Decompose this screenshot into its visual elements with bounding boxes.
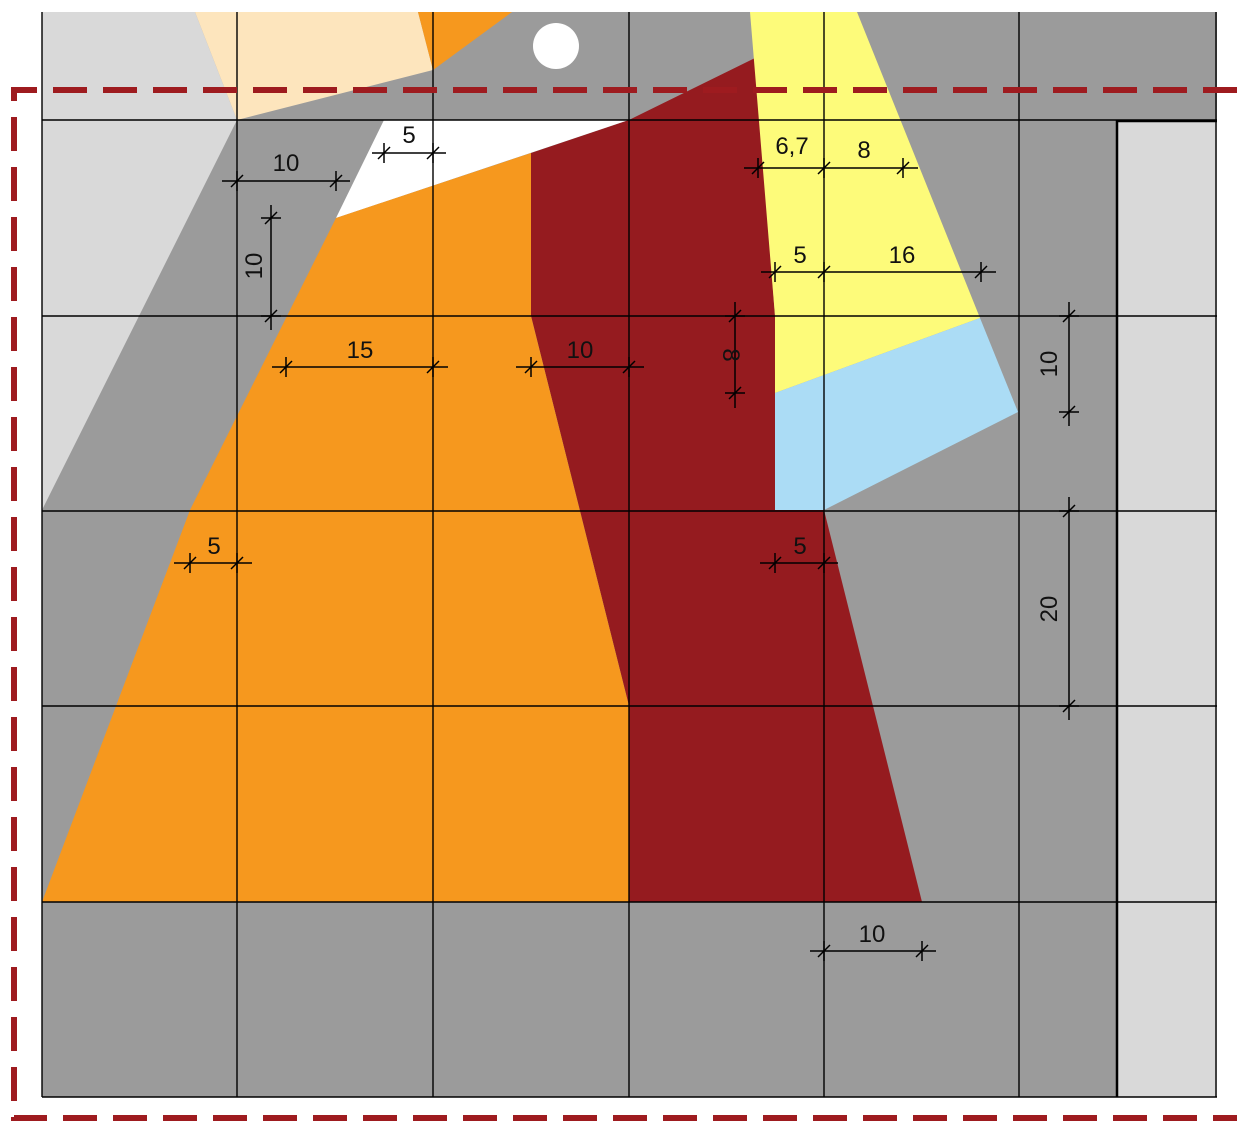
dimension-vertical-10-left: 10 <box>241 205 281 330</box>
dimension-top-5: 5 <box>372 122 446 163</box>
dimension-label: 5 <box>207 533 220 560</box>
dimension-5-and-16: 5 16 <box>761 242 996 282</box>
circle-marker <box>533 23 579 69</box>
dimension-label: 20 <box>1036 596 1063 623</box>
dimension-label: 5 <box>793 242 806 269</box>
dimension-label: 16 <box>889 242 916 269</box>
dimension-label: 10 <box>1036 351 1063 378</box>
light-gray-region <box>42 12 237 510</box>
dimension-6-7-and-8: 6,7 8 <box>744 133 918 178</box>
yellow-region <box>750 12 980 393</box>
orange-top-sliver <box>418 12 512 70</box>
dimension-label: 5 <box>793 533 806 560</box>
dimension-10-bottom: 10 <box>810 921 936 961</box>
dimension-label: 10 <box>273 150 300 177</box>
dimension-vertical-8: 8 <box>717 302 745 408</box>
dimension-label: 8 <box>857 137 870 164</box>
dimension-5-left-mid: 5 <box>174 533 252 573</box>
right-column <box>1117 120 1217 1097</box>
dimensions: 5 10 10 15 10 <box>174 122 1079 961</box>
dimension-10-upper-left: 10 <box>222 150 350 191</box>
dimension-vertical-20: 20 <box>1036 497 1079 720</box>
dimension-5-right-mid: 5 <box>760 533 838 573</box>
dashed-boundary <box>11 87 1237 1121</box>
dimension-label: 10 <box>567 337 594 364</box>
dimension-label: 8 <box>717 348 744 361</box>
dimension-label: 10 <box>859 921 886 948</box>
white-strip <box>336 120 629 218</box>
dimension-15: 15 <box>272 337 448 377</box>
dimension-vertical-10-right: 10 <box>1036 302 1079 426</box>
dimension-label: 6,7 <box>775 133 808 160</box>
dimension-label: 15 <box>347 337 374 364</box>
dimension-label: 5 <box>402 122 415 149</box>
grid <box>41 12 1217 1098</box>
dimension-label: 10 <box>241 253 268 280</box>
light-blue-region <box>775 318 1018 510</box>
orange-main-region <box>42 153 629 902</box>
dimension-10-mid: 10 <box>516 337 644 377</box>
